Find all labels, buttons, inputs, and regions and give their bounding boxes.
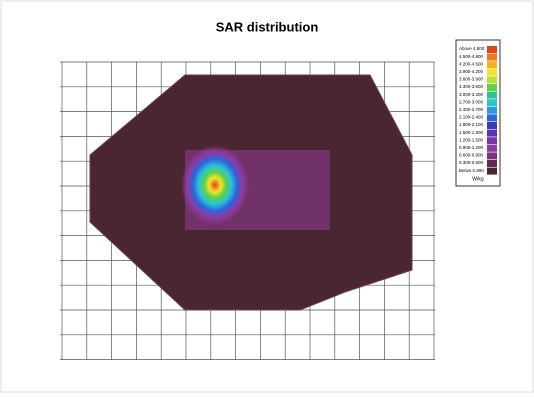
legend-label: 1.800-2.100 bbox=[459, 122, 484, 127]
legend-label: 3.900-4.200 bbox=[459, 69, 484, 74]
legend-label: Above 4.800 bbox=[459, 46, 485, 51]
hot-spot bbox=[181, 145, 249, 225]
chart-title: SAR distribution bbox=[216, 19, 319, 34]
legend-swatch bbox=[487, 99, 497, 106]
legend-swatch bbox=[487, 107, 497, 114]
legend-label: 3.300-3.600 bbox=[459, 84, 484, 89]
legend-swatch bbox=[487, 122, 497, 129]
legend-swatch bbox=[487, 76, 497, 83]
legend-swatch bbox=[487, 160, 497, 167]
legend-unit: W/kg bbox=[472, 177, 484, 183]
legend-label: 3.600-3.900 bbox=[459, 77, 484, 82]
legend-label: 4.500-4.800 bbox=[459, 54, 484, 59]
legend-swatch bbox=[487, 114, 497, 121]
legend-label: 2.400-2.700 bbox=[459, 107, 484, 112]
legend-swatch bbox=[487, 54, 497, 61]
legend-label: 0.900-1.200 bbox=[459, 145, 484, 150]
legend-swatch bbox=[487, 92, 497, 99]
legend-label: 3.000-3.300 bbox=[459, 92, 484, 97]
legend-swatch bbox=[487, 46, 497, 53]
legend-swatch bbox=[487, 84, 497, 91]
legend-label: 2.700-3.000 bbox=[459, 99, 484, 104]
legend-swatch bbox=[487, 61, 497, 68]
legend-swatch bbox=[487, 145, 497, 152]
legend: Above 4.800 4.500-4.800 4.200-4.500 3.900-4… bbox=[456, 40, 500, 186]
legend-label: 0.300-0.600 bbox=[459, 160, 484, 165]
legend-label: 1.200-1.500 bbox=[459, 137, 484, 142]
legend-label: 4.200-4.500 bbox=[459, 61, 484, 66]
chart: SAR distribution Above 4.800 4.500-4.800 4… bbox=[0, 0, 534, 393]
legend-swatch bbox=[487, 168, 497, 175]
legend-label: Below 0.300 bbox=[459, 168, 484, 173]
legend-swatch bbox=[487, 130, 497, 137]
legend-label: 0.600-0.900 bbox=[459, 153, 484, 158]
legend-swatch bbox=[487, 152, 497, 159]
legend-label: 2.100-2.400 bbox=[459, 115, 484, 120]
legend-label: 1.500-1.800 bbox=[459, 130, 484, 135]
legend-swatch bbox=[487, 137, 497, 144]
legend-swatch bbox=[487, 69, 497, 76]
